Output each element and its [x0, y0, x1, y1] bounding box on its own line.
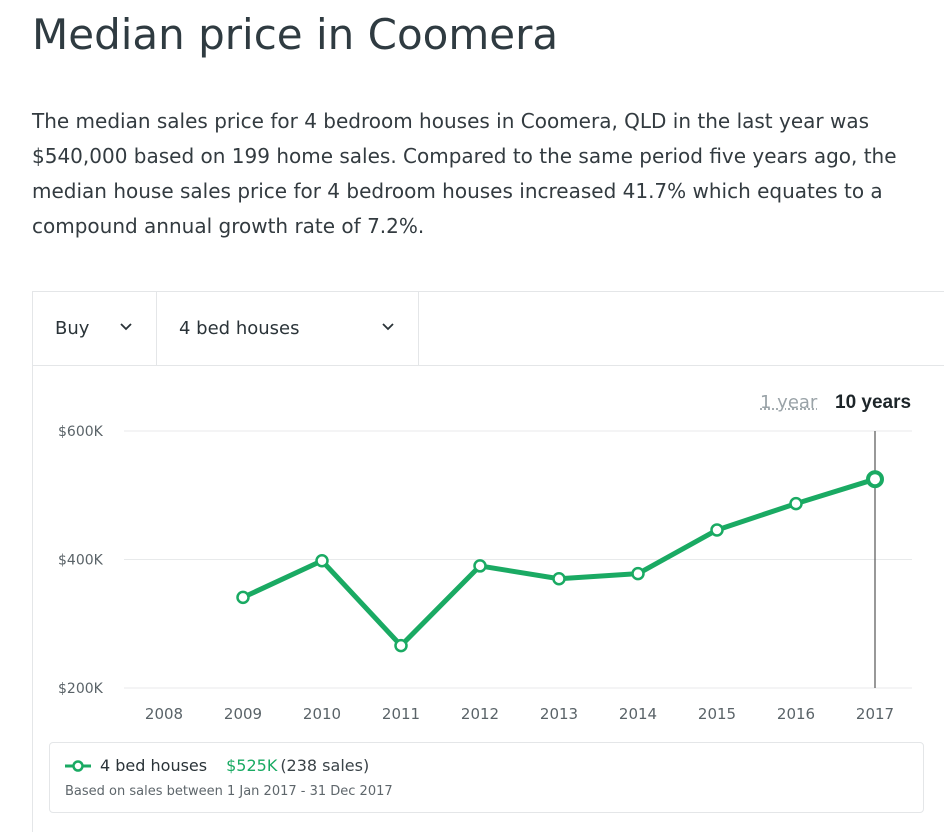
- transaction-type-value: Buy: [55, 318, 90, 339]
- legend-date-range-note: Based on sales between 1 Jan 2017 - 31 D…: [65, 784, 393, 799]
- line-marker-icon: [65, 759, 91, 772]
- property-type-value: 4 bed houses: [179, 318, 300, 339]
- range-1-year-button[interactable]: 1 year: [760, 392, 818, 413]
- price-chart-card: Buy 4 bed houses 1 year 10 years: [32, 291, 944, 832]
- property-type-dropdown[interactable]: 4 bed houses: [157, 292, 419, 365]
- chevron-down-icon: [120, 323, 132, 331]
- summary-paragraph: The median sales price for 4 bedroom hou…: [32, 109, 897, 238]
- chevron-down-icon: [382, 323, 394, 331]
- range-10-years-button[interactable]: 10 years: [835, 392, 912, 413]
- transaction-type-dropdown[interactable]: Buy: [33, 292, 157, 365]
- toolbar-divider: [33, 365, 944, 366]
- chart-legend: 4 bed houses $525K (238 sales) Based on …: [49, 742, 924, 813]
- page-title: Median price in Coomera: [32, 10, 559, 59]
- legend-entry: 4 bed houses $525K (238 sales): [65, 756, 369, 775]
- legend-series-name: 4 bed houses: [100, 756, 208, 775]
- legend-median-value: $525K: [226, 756, 278, 775]
- legend-sales-count: (238 sales): [280, 756, 370, 775]
